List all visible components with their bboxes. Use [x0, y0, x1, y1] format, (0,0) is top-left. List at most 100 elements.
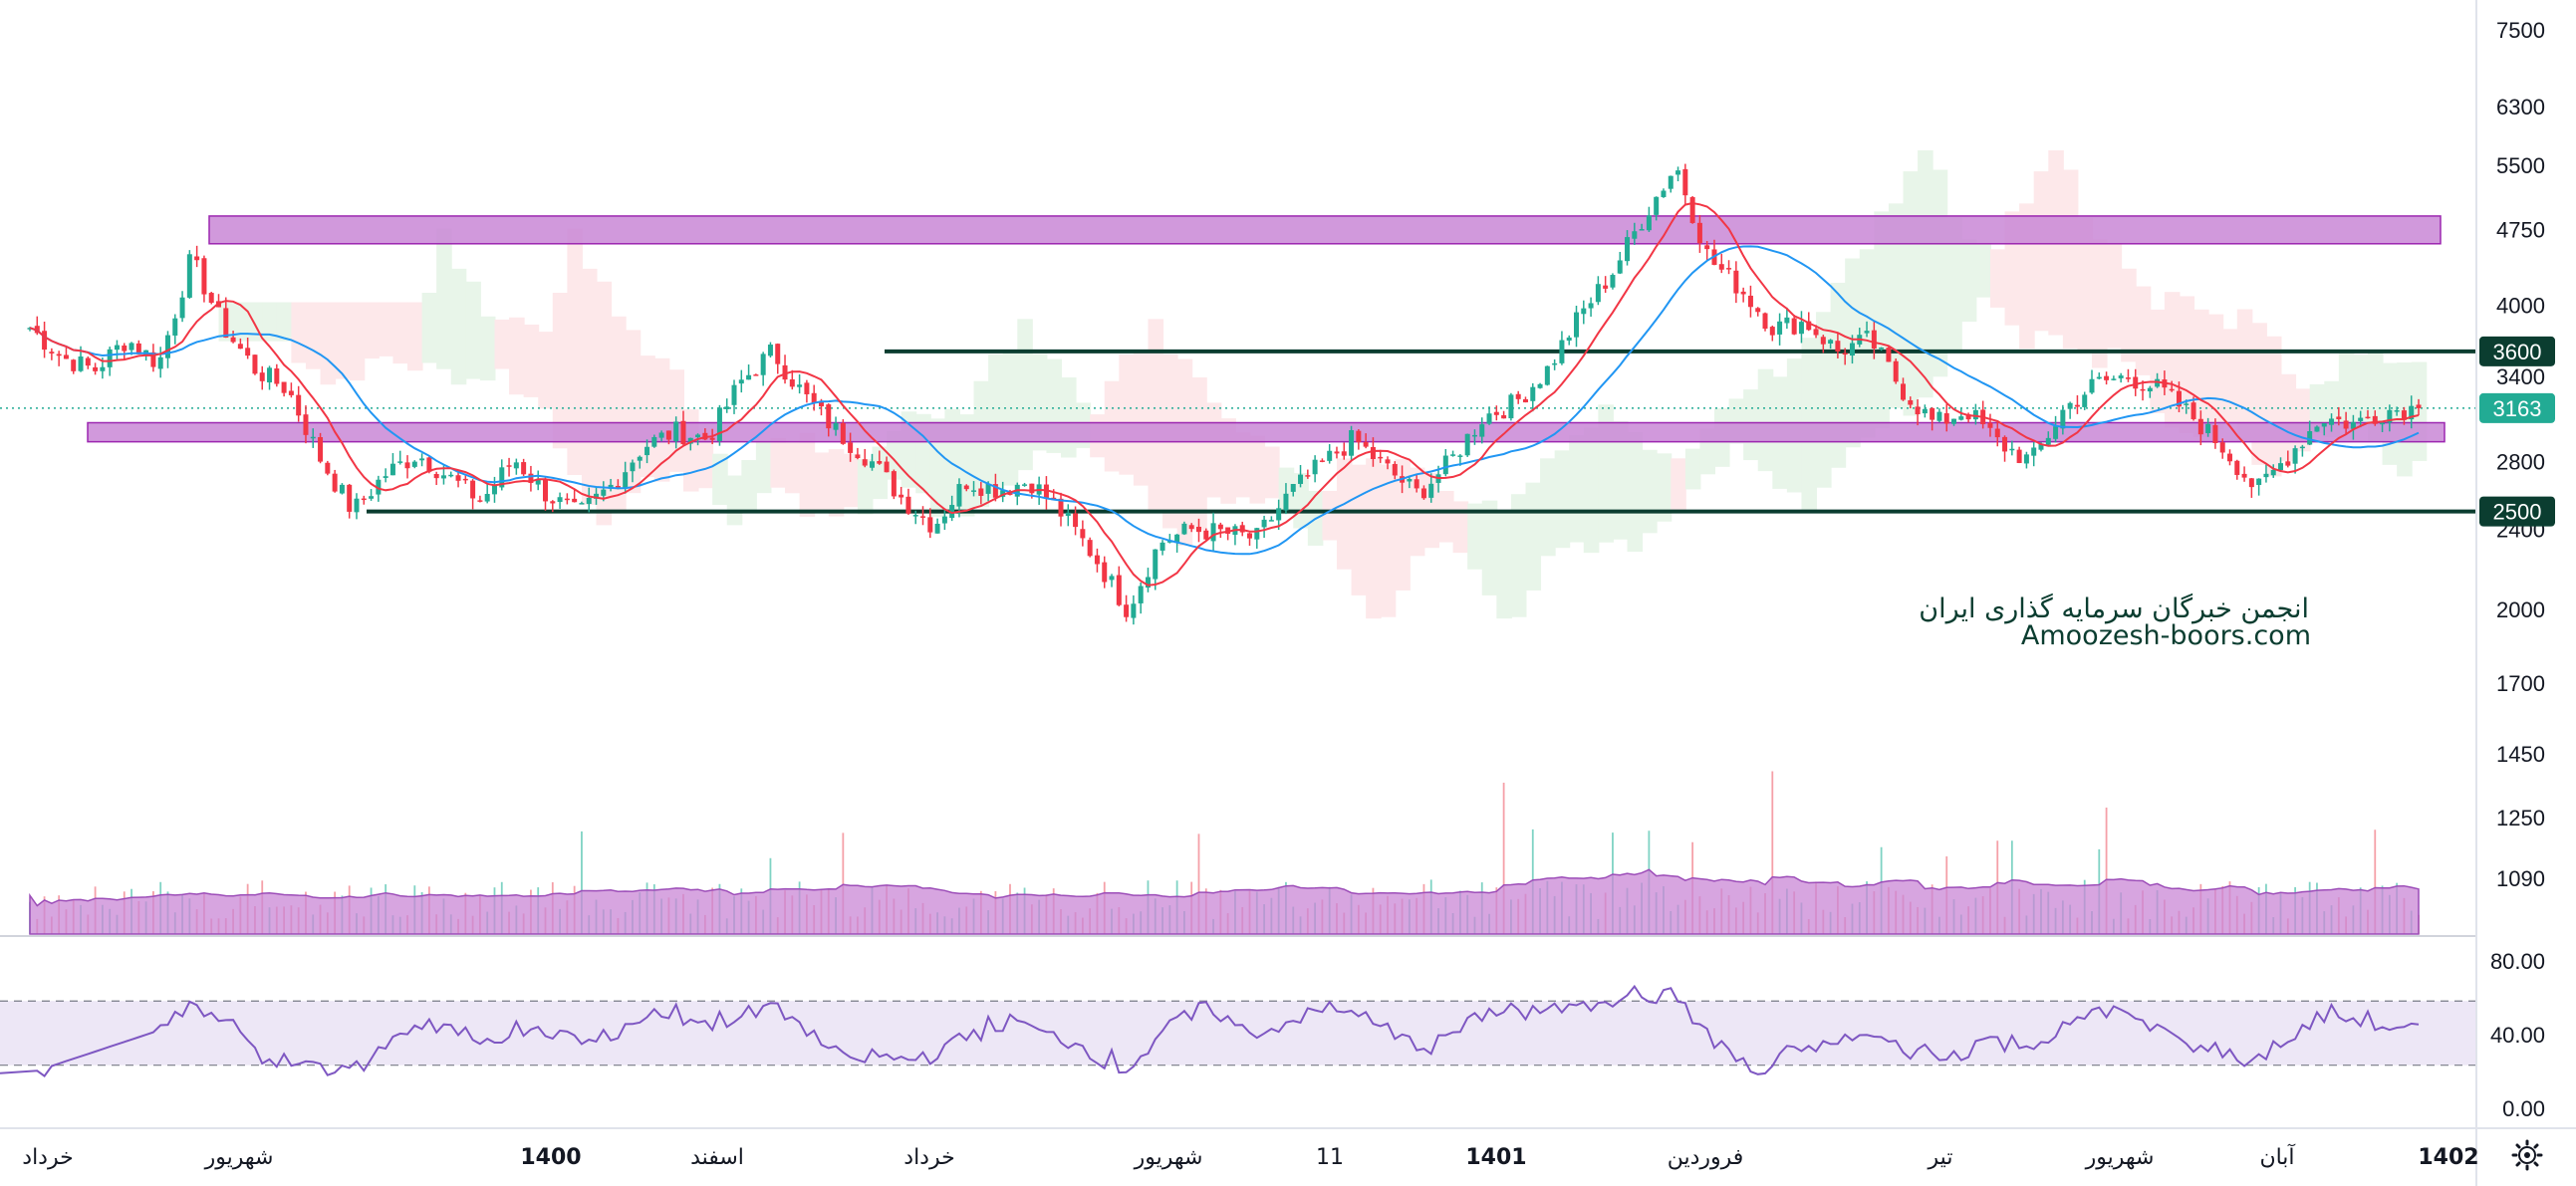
cloud-segment: [1148, 319, 1164, 511]
price-zone[interactable]: [208, 215, 2442, 245]
candle-body: [1420, 488, 1426, 499]
candle-body: [1798, 322, 1804, 335]
time-tick-label: شهریور: [204, 1145, 274, 1170]
cloud-segment: [1395, 459, 1411, 591]
candle-body: [1029, 483, 1035, 494]
candle-body: [528, 473, 534, 483]
time-tick-label: 1402: [2418, 1145, 2478, 1170]
candle-body: [535, 479, 541, 485]
candle-body: [1893, 360, 1899, 382]
cloud-segment: [2265, 336, 2282, 477]
candle-body: [877, 461, 883, 464]
candle-body: [2111, 378, 2117, 380]
cloud-segment: [1757, 368, 1774, 472]
cloud-segment: [2077, 217, 2094, 354]
candle-body: [1378, 456, 1384, 459]
candle-body: [1537, 383, 1543, 388]
cloud-segment: [2251, 323, 2267, 465]
cloud-segment: [2135, 286, 2152, 375]
time-tick-label: آبان: [2259, 1143, 2295, 1170]
cloud-segment: [1656, 453, 1673, 522]
cloud-segment: [1380, 464, 1397, 617]
candle-body: [252, 355, 258, 374]
candle-body: [2067, 402, 2073, 409]
candle-body: [1298, 474, 1304, 484]
candle-body: [440, 475, 446, 479]
candle-body: [325, 462, 331, 474]
candle-body: [1479, 424, 1485, 437]
candle-body: [1087, 540, 1093, 557]
candle-body: [687, 437, 693, 444]
gear-icon[interactable]: [2511, 1139, 2543, 1171]
candle-body: [150, 352, 156, 367]
candle-body: [288, 390, 294, 395]
cloud-segment: [1932, 169, 1948, 377]
horizontal-levels: [367, 349, 2476, 514]
candle-body: [78, 356, 84, 371]
candle-body: [1442, 455, 1448, 475]
candle-body: [2278, 463, 2284, 471]
time-tick-label: خرداد: [22, 1145, 73, 1170]
cloud-segment: [799, 432, 816, 517]
cloud-segment: [1249, 435, 1266, 504]
candle-body: [1930, 407, 1935, 420]
candle-body: [2350, 421, 2356, 429]
candle-body: [245, 348, 251, 356]
candle-body: [1696, 222, 1702, 244]
candle-body: [1740, 291, 1746, 295]
candle-body: [1276, 508, 1282, 521]
candle-body: [318, 437, 324, 462]
cloud-segment: [1481, 500, 1498, 595]
candle-body: [746, 374, 752, 380]
cloud-segment: [1366, 458, 1382, 619]
candle-body: [1522, 398, 1528, 403]
candle-body: [2394, 410, 2400, 412]
watermark: انجمن خبرگان سرمایه گذاری ایران Amoozesh…: [1919, 593, 2311, 651]
rsi-axis[interactable]: 80.00 40.00 0.00: [2490, 949, 2545, 1121]
candle-body: [1849, 343, 1855, 356]
candle-body: [296, 394, 302, 416]
candle-body: [419, 458, 425, 461]
candle-body: [1689, 196, 1695, 223]
cloud-segment: [872, 446, 889, 500]
candle-body: [2133, 376, 2139, 389]
candle-body: [564, 498, 570, 501]
candle-body: [862, 459, 868, 466]
candle-body: [1174, 534, 1180, 544]
cloud-segment: [1496, 512, 1512, 619]
candle-body: [840, 422, 846, 444]
candle-body: [470, 480, 476, 499]
cloud-segment: [2106, 243, 2123, 349]
candle-body: [615, 485, 621, 488]
candle-body: [499, 467, 505, 488]
candle-body: [63, 355, 69, 359]
rsi-tick-label: 0.00: [2502, 1096, 2545, 1121]
candle-body: [1718, 264, 1724, 270]
candle-body: [1501, 415, 1507, 419]
time-axis[interactable]: خرداد شهریور 1400 اسفند خرداد شهریور 11 1401 فرو…: [22, 1143, 2478, 1170]
cloud-segment: [1888, 203, 1905, 408]
cloud-segment: [1119, 354, 1135, 475]
candle-body: [107, 349, 113, 367]
candle-body: [1864, 331, 1870, 334]
candle-body: [332, 473, 338, 492]
candle-body: [1065, 512, 1071, 517]
time-tick-label: خرداد: [903, 1145, 954, 1170]
cloud-segment: [1946, 217, 1962, 352]
candle-body: [2060, 409, 2066, 429]
cloud-segment: [1234, 432, 1251, 498]
candle-body: [1835, 341, 1841, 352]
cloud-segment: [755, 440, 772, 494]
time-tick-label: فروردین: [1668, 1145, 1744, 1170]
candle-body: [608, 484, 614, 489]
candle-body: [274, 368, 280, 384]
candle-body: [1574, 312, 1580, 338]
cloud-segment: [1671, 458, 1686, 512]
candle-body: [709, 437, 715, 440]
candle-body: [550, 501, 556, 504]
candle-body: [1131, 603, 1137, 618]
candle-body: [992, 484, 998, 498]
cloud-segment: [929, 418, 946, 517]
candle-body: [1603, 285, 1609, 289]
